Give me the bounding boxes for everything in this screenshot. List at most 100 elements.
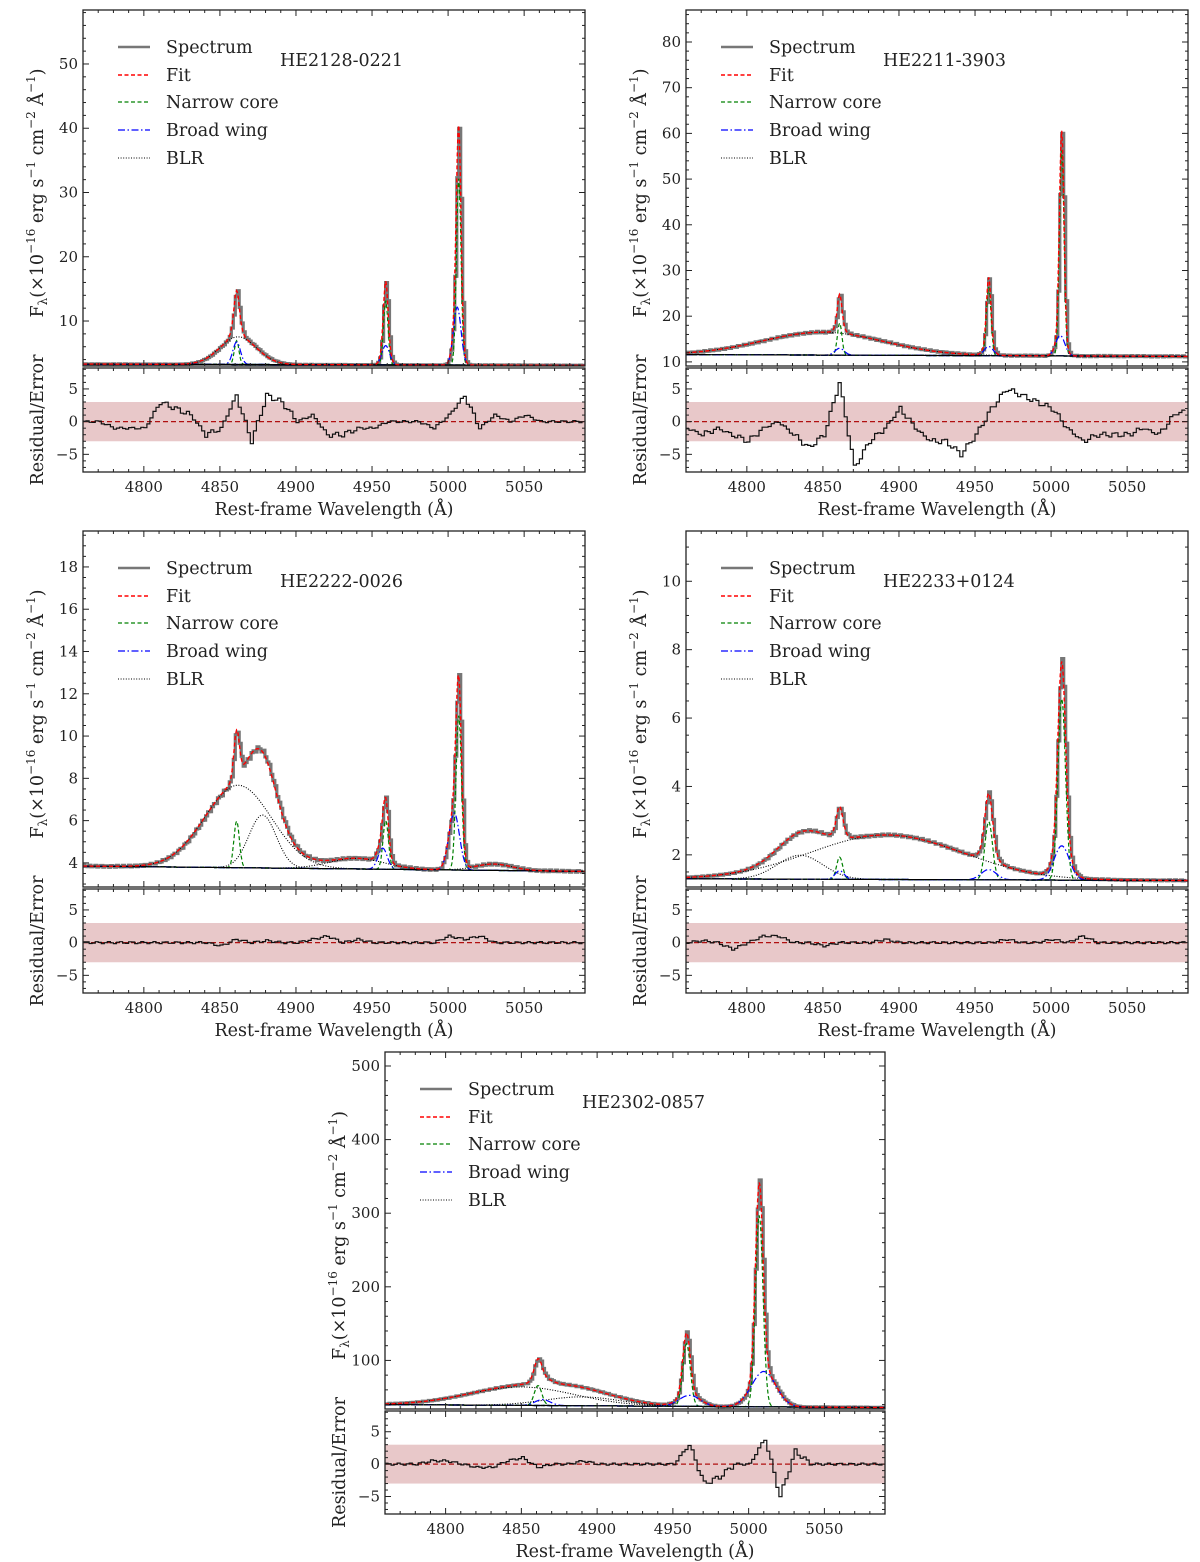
residual-y-tick-label: 0: [671, 934, 681, 952]
main-plot-area: [385, 1178, 885, 1409]
residual-axes-frame: [685, 888, 1189, 994]
x-tick-label: 4800: [125, 999, 163, 1017]
y-axis-label: Fλ​(×10−16​ erg s−1​ cm−2​ Å−1​): [24, 590, 50, 839]
x-tick-label: 4900: [277, 999, 315, 1017]
legend-narrow-label: Narrow core: [468, 1135, 581, 1155]
x-tick-label: 4900: [880, 999, 918, 1017]
narrow-component-line: [686, 286, 1188, 357]
residual-y-axis-label: Residual/Error: [28, 354, 48, 486]
residual-line: [83, 392, 583, 445]
y-tick-label: 4: [671, 777, 681, 795]
x-tick-label: 4800: [427, 1520, 465, 1538]
residual-y-tick-label: 5: [671, 380, 681, 398]
residual-plot-area: [686, 923, 1188, 963]
residual-y-tick-label: 5: [671, 901, 681, 919]
continuum-line: [83, 865, 585, 872]
y-tick-label: 8: [671, 641, 681, 659]
wing-component-line: [83, 341, 585, 366]
x-tick-label: 4800: [125, 478, 163, 496]
y-tick-label: 10: [662, 353, 681, 371]
x-tick-label: 5000: [429, 999, 467, 1017]
legend: Spectrum Fit Narrow core Broad wing BLR: [721, 559, 882, 690]
residual-y-axis-label: Residual/Error: [631, 354, 651, 486]
residual-axes-frame: [82, 367, 586, 473]
y-tick-label: 8: [68, 769, 78, 787]
y-tick-label: 500: [351, 1057, 380, 1075]
y-tick-label: 30: [59, 183, 78, 201]
legend-narrow-label: Narrow core: [769, 614, 882, 634]
x-axis-label: Rest-frame Wavelength (Å): [215, 1020, 454, 1041]
legend-spectrum-label: Spectrum: [769, 559, 856, 579]
spectrum-panel-2: 4800 4850 4900 4950 5000 50501020304050607080…: [627, 9, 1189, 520]
y-tick-label: 10: [59, 727, 78, 745]
legend-wing-label: Broad wing: [769, 642, 871, 662]
main-plot-area: [686, 130, 1188, 359]
legend-spectrum-label: Spectrum: [468, 1080, 555, 1100]
spectrum-panel-4: 4800 4850 4900 4950 5000 5050 2 4 6 8 10 −5 0 5 Rest-f…: [627, 530, 1189, 1041]
legend-fit-label: Fit: [769, 587, 794, 607]
legend-blr-label: BLR: [769, 670, 807, 690]
legend: Spectrum Fit Narrow core Broad wing BLR: [420, 1080, 581, 1211]
y-tick-label: 2: [671, 846, 681, 864]
spectrum-line: [686, 131, 1188, 359]
x-tick-label: 4850: [201, 478, 239, 496]
residual-y-tick-label: 0: [370, 1455, 380, 1473]
legend-spectrum-label: Spectrum: [166, 559, 253, 579]
legend-narrow-label: Narrow core: [769, 93, 882, 113]
x-tick-label: 4850: [804, 478, 842, 496]
residual-axes-frame: [384, 1410, 886, 1515]
object-name-label: HE2128-0221: [280, 51, 403, 71]
fit-line: [83, 125, 585, 366]
main-plot-area: [83, 672, 585, 874]
legend-wing-label: Broad wing: [166, 121, 268, 141]
x-tick-label: 4950: [654, 1520, 692, 1538]
legend-wing-label: Broad wing: [468, 1163, 570, 1183]
y-tick-label: 70: [662, 79, 681, 97]
residual-y-tick-label: −5: [659, 966, 681, 984]
y-tick-label: 6: [671, 709, 681, 727]
blr-component-line: [686, 331, 1188, 357]
residual-y-axis-label: Residual/Error: [330, 1396, 350, 1528]
y-tick-label: 12: [59, 685, 78, 703]
x-tick-label: 4950: [956, 999, 994, 1017]
object-name-label: HE2222-0026: [280, 572, 403, 592]
x-tick-label: 4950: [956, 478, 994, 496]
main-plot-area: [686, 657, 1188, 883]
narrow-component-line: [686, 150, 1188, 357]
x-tick-label: 5000: [730, 1520, 768, 1538]
fit-line: [686, 661, 1188, 882]
legend-narrow-label: Narrow core: [166, 93, 279, 113]
legend-blr-label: BLR: [166, 670, 204, 690]
wing-component-line: [83, 306, 585, 366]
y-tick-label: 18: [59, 558, 78, 576]
narrow-component-line: [83, 300, 585, 366]
residual-y-tick-label: 5: [68, 901, 78, 919]
legend-spectrum-label: Spectrum: [166, 38, 253, 58]
residual-y-tick-label: 0: [671, 413, 681, 431]
residual-y-tick-label: 5: [370, 1423, 380, 1441]
y-tick-label: 100: [351, 1351, 380, 1369]
spectrum-line: [686, 657, 1188, 883]
y-axis-label: Fλ​(×10−16​ erg s−1​ cm−2​ Å−1​): [627, 69, 653, 318]
residual-y-axis-label: Residual/Error: [631, 875, 651, 1007]
residual-y-tick-label: −5: [56, 966, 78, 984]
blr-component-line: [83, 784, 585, 872]
y-tick-label: 40: [59, 119, 78, 137]
x-tick-label: 5050: [1108, 999, 1146, 1017]
residual-plot-area: [83, 392, 585, 445]
narrow-component-line: [686, 698, 1188, 882]
y-tick-label: 60: [662, 124, 681, 142]
blr-component-line: [385, 1386, 885, 1409]
residual-line: [686, 382, 1186, 466]
legend-blr-label: BLR: [468, 1191, 506, 1211]
y-tick-label: 400: [351, 1131, 380, 1149]
main-axes-frame: [82, 9, 586, 367]
y-axis-label: Fλ​(×10−16​ erg s−1​ cm−2​ Å−1​): [24, 69, 50, 318]
y-tick-label: 10: [59, 312, 78, 330]
residual-y-tick-label: 0: [68, 934, 78, 952]
x-axis-label: Rest-frame Wavelength (Å): [215, 499, 454, 520]
narrow-component-line: [385, 1215, 885, 1409]
residual-y-tick-label: 0: [68, 413, 78, 431]
residual-y-axis-label: Residual/Error: [28, 875, 48, 1007]
